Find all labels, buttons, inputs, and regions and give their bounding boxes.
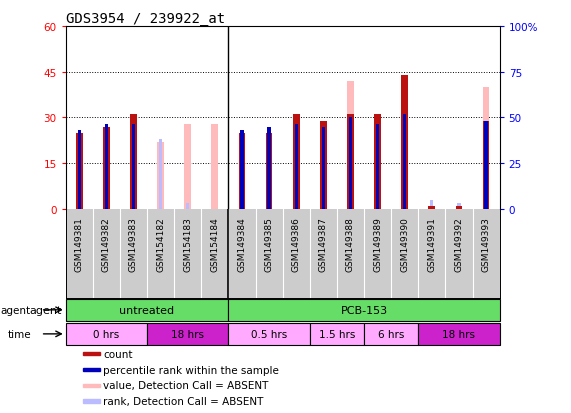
Text: GSM149382: GSM149382	[102, 217, 111, 271]
Text: percentile rank within the sample: percentile rank within the sample	[103, 365, 279, 375]
Bar	[320, 121, 327, 209]
Bar	[376, 124, 379, 209]
Text: value, Detection Call = ABSENT: value, Detection Call = ABSENT	[103, 380, 269, 390]
Bar	[78, 131, 81, 209]
Bar	[364, 323, 418, 345]
Bar	[228, 299, 500, 321]
Bar	[401, 76, 408, 209]
Text: GSM149385: GSM149385	[264, 217, 274, 271]
Bar	[418, 323, 500, 345]
Bar	[83, 368, 100, 371]
Bar	[130, 115, 137, 209]
Bar	[157, 142, 164, 209]
Bar	[295, 124, 298, 209]
Bar	[403, 115, 407, 209]
Text: GSM149392: GSM149392	[455, 217, 464, 271]
Text: 18 hrs: 18 hrs	[443, 329, 476, 339]
Text: agent: agent	[29, 305, 61, 315]
Text: GSM149386: GSM149386	[292, 217, 301, 271]
Text: GDS3954 / 239922_at: GDS3954 / 239922_at	[66, 12, 225, 26]
Text: rank, Detection Call = ABSENT: rank, Detection Call = ABSENT	[103, 396, 264, 406]
Bar	[66, 299, 228, 321]
Text: 18 hrs: 18 hrs	[171, 329, 204, 339]
Bar	[266, 133, 272, 209]
Bar	[103, 127, 110, 209]
Bar	[293, 115, 300, 209]
Bar	[211, 124, 218, 209]
Bar	[484, 121, 488, 209]
Text: time: time	[7, 329, 31, 339]
Bar	[186, 204, 190, 209]
Bar	[374, 115, 381, 209]
Text: GSM154184: GSM154184	[210, 217, 219, 271]
Text: 1.5 hrs: 1.5 hrs	[319, 329, 355, 339]
Bar	[482, 88, 489, 209]
Bar	[83, 384, 100, 387]
Text: untreated: untreated	[119, 305, 175, 315]
Bar	[267, 127, 271, 209]
Bar	[347, 115, 354, 209]
Bar	[184, 124, 191, 209]
Bar	[147, 323, 228, 345]
Text: GSM149390: GSM149390	[400, 217, 409, 271]
Bar	[428, 206, 435, 209]
Text: GSM154183: GSM154183	[183, 217, 192, 271]
Text: 0.5 hrs: 0.5 hrs	[251, 329, 287, 339]
Bar	[104, 124, 108, 209]
Bar	[132, 124, 135, 209]
Text: GSM149384: GSM149384	[238, 217, 247, 271]
Text: GSM149393: GSM149393	[481, 217, 490, 271]
Text: 6 hrs: 6 hrs	[378, 329, 404, 339]
Text: agent: agent	[1, 305, 31, 315]
Bar	[347, 82, 354, 209]
Bar	[309, 323, 364, 345]
Bar	[321, 127, 325, 209]
Text: GSM149387: GSM149387	[319, 217, 328, 271]
Bar	[482, 121, 489, 209]
Text: GSM149391: GSM149391	[427, 217, 436, 271]
Bar	[159, 140, 162, 209]
Bar	[83, 399, 100, 403]
Text: GSM149381: GSM149381	[75, 217, 84, 271]
Text: GSM149388: GSM149388	[346, 217, 355, 271]
Text: GSM154182: GSM154182	[156, 217, 165, 271]
Text: PCB-153: PCB-153	[340, 305, 388, 315]
Bar	[349, 118, 352, 209]
Bar	[428, 206, 435, 209]
Bar	[76, 133, 83, 209]
Bar	[228, 323, 309, 345]
Text: count: count	[103, 349, 133, 359]
Bar	[456, 206, 463, 209]
Bar	[430, 200, 433, 209]
Bar	[240, 131, 244, 209]
Bar	[239, 133, 246, 209]
Text: GSM149389: GSM149389	[373, 217, 382, 271]
Bar	[83, 352, 100, 356]
Text: 0 hrs: 0 hrs	[93, 329, 119, 339]
Bar	[66, 323, 147, 345]
Text: GSM149383: GSM149383	[129, 217, 138, 271]
Bar	[457, 204, 461, 209]
